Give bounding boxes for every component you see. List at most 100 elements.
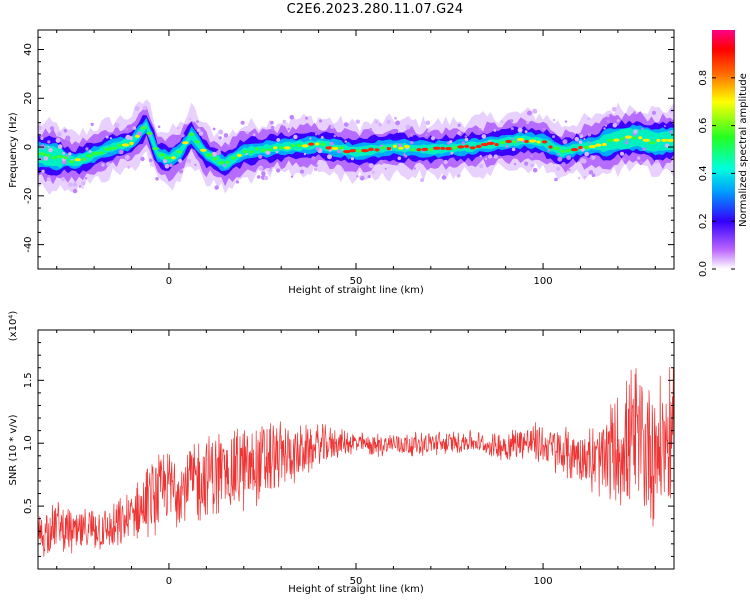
spectrogram-speckle <box>384 167 387 170</box>
spectrogram-peak <box>182 141 189 145</box>
spectrogram-speckle <box>386 119 391 125</box>
spectrogram-peak <box>374 148 380 152</box>
spectrogram-speckle <box>258 154 263 159</box>
spectrogram-peak <box>440 146 445 150</box>
spectrogram-speckle <box>425 133 428 137</box>
spectrogram-speckle <box>620 151 624 156</box>
spectrogram-peak <box>194 140 201 144</box>
spectrogram-peak <box>44 153 51 157</box>
spectrogram-peak <box>301 144 309 148</box>
spectrogram-speckle <box>562 139 568 145</box>
spectrogram-peak <box>486 141 495 145</box>
spectrogram-peak <box>666 138 674 142</box>
y-tick-label: 1.0 <box>23 435 34 451</box>
snr-y-axis-label: SNR (10 * v/v) <box>8 414 19 485</box>
spectrogram-panel: 0 50 100 -40 -20 0 20 40 Height of straight li… <box>8 29 675 296</box>
spectrogram-peak <box>266 148 273 152</box>
spectrogram-peak <box>121 143 130 147</box>
spectrogram-peak <box>325 146 333 150</box>
spectrogram-peak <box>570 148 579 152</box>
spectrogram-peak <box>536 140 541 144</box>
spectrogram-peak <box>103 147 112 151</box>
spectrogram-speckle <box>606 114 610 118</box>
spectrogram-speckle <box>270 120 274 125</box>
spectrogram-speckle <box>344 140 347 143</box>
spectrogram-peak <box>432 146 441 150</box>
y-tick-label: 40 <box>23 43 34 56</box>
spectrogram-peak <box>51 156 57 160</box>
spectrogram-peak <box>648 141 656 145</box>
spectrogram-peak <box>398 146 404 150</box>
spectrogram-speckle <box>461 141 466 145</box>
spectrogram-speckle <box>305 116 308 120</box>
spectrogram-peak <box>620 137 625 141</box>
colorbar-tick-label: 0.8 <box>698 70 709 86</box>
spectrogram-speckle <box>425 120 431 126</box>
spectrogram-speckle <box>68 152 72 156</box>
spectrogram-peak <box>355 149 363 153</box>
spectrogram-peak <box>291 144 296 148</box>
spectrogram-speckle <box>578 140 583 144</box>
spectrogram-speckle <box>38 126 42 131</box>
spectrogram-speckle <box>289 114 295 120</box>
spectrogram-peak <box>588 145 597 149</box>
spectrogram-peak <box>135 134 140 138</box>
spectrogram-peak <box>308 142 315 146</box>
spectrogram-speckle <box>511 137 514 140</box>
spectrogram-speckle <box>625 141 629 145</box>
spectrogram-peak <box>230 156 237 160</box>
spectrogram-speckle <box>341 168 344 171</box>
spectrogram-speckle <box>456 173 461 178</box>
snr-y-multiplier: (x10⁴) <box>8 311 19 342</box>
spectrogram-peak <box>606 138 615 142</box>
spectrogram-peak <box>331 146 339 150</box>
spectrogram-speckle <box>510 127 514 131</box>
spectrogram-peak <box>613 138 620 142</box>
y-tick-label: 0.5 <box>23 498 34 514</box>
spectrogram-peak <box>661 138 668 142</box>
spectrogram-speckle <box>564 120 568 123</box>
spectrogram-peak <box>242 150 248 154</box>
spectrogram-speckle <box>566 155 572 161</box>
spectrogram-peak <box>110 146 118 150</box>
spectrogram-peak <box>176 150 183 154</box>
spectrogram-speckle <box>303 152 307 156</box>
spectrogram-speckle <box>155 177 159 181</box>
colorbar-gradient <box>712 30 735 269</box>
spectrogram-peak <box>361 149 369 153</box>
spectrogram-peak <box>410 148 416 152</box>
spectrogram-speckle <box>663 125 666 128</box>
spectrogram-peak <box>392 144 397 148</box>
spectrogram-marks <box>38 99 674 195</box>
spectrogram-speckle <box>188 158 191 162</box>
spectrogram-speckle <box>268 168 272 172</box>
snr-panel: 0 50 100 0.5 1.0 1.5 Height of straight line… <box>8 311 675 595</box>
spectrogram-peak <box>320 142 326 146</box>
spectrogram-speckle <box>127 165 131 169</box>
spectrogram-speckle <box>612 122 618 128</box>
spectrogram-speckle <box>118 149 124 155</box>
spectrogram-core-band <box>38 121 674 169</box>
spectrogram-peak <box>273 146 278 150</box>
spectrogram-speckle <box>511 147 516 152</box>
spectrogram-peak <box>278 146 284 150</box>
spectrogram-peak <box>236 153 242 157</box>
spectrogram-speckle <box>367 175 371 179</box>
spectrogram-speckle <box>142 106 147 111</box>
spectrogram-speckle <box>587 132 592 137</box>
spectrogram-speckle <box>124 155 130 160</box>
colorbar-tick-label: 0.4 <box>698 165 709 181</box>
spectrogram-speckle <box>481 134 487 139</box>
spectrogram-speckle <box>55 137 61 143</box>
spectrogram-speckle <box>84 177 88 180</box>
spectrogram-speckle <box>632 111 636 115</box>
spectrogram-speckle <box>552 118 556 122</box>
spectrogram-speckle <box>62 152 66 155</box>
spectrogram-speckle <box>547 149 550 153</box>
spectrogram-speckle <box>49 126 55 131</box>
spectrogram-speckle <box>524 161 529 166</box>
snr-series-line <box>38 366 674 557</box>
spectrogram-peak <box>81 157 86 161</box>
spectrogram-speckle <box>114 122 120 128</box>
spectrogram-speckle <box>557 156 563 162</box>
